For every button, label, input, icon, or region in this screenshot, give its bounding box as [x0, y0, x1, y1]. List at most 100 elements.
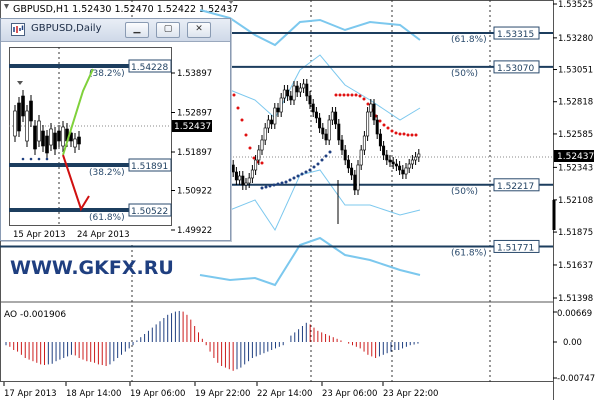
candle-body [350, 167, 354, 176]
time-axis[interactable]: 17 Apr 2013 18 Apr 14:00 19 Apr 06:00 19 Ap… [3, 382, 438, 399]
sar-dot [398, 132, 402, 136]
fib-percent-label: (61.8%) [451, 248, 487, 258]
price-tick-label: 1.53051 [558, 66, 593, 76]
sar-dot [362, 97, 366, 101]
sub-sar-dot [21, 157, 25, 161]
candle-body [417, 153, 421, 158]
sar-dot [288, 178, 292, 182]
sub-candle-body [45, 135, 49, 154]
candle-body [334, 111, 338, 125]
candle-body [401, 169, 405, 175]
sub-current-price-tag: 1.52437 [172, 120, 212, 132]
sar-dot [272, 183, 276, 187]
daily-subwindow[interactable]: GBPUSD,Daily ▁ ▢ ✕ (38.2%) 1.54228 (38.2%)… [0, 18, 231, 241]
candle-body [372, 103, 376, 121]
subwindow-title: GBPUSD,Daily [31, 23, 102, 34]
fibonacci-levels[interactable]: (61.8%) 1.53315 (50%) 1.53070 (50%) 1.52217 (6… [0, 26, 553, 258]
candle-body [366, 111, 370, 137]
price-axis[interactable]: 1.53525 1.53280 1.53051 1.52818 1.52585 1.523… [553, 0, 593, 304]
candle-body [254, 159, 258, 171]
time-tick-label: 17 Apr 2013 [4, 389, 57, 399]
lower-band [199, 236, 421, 287]
sar-dot [252, 156, 256, 160]
sub-candle-body [21, 95, 25, 117]
sar-dot [350, 93, 354, 97]
sub-sar-dot [29, 157, 33, 161]
candle-body [260, 139, 264, 151]
candle-body [398, 165, 402, 171]
current-price-label: 1.52437 [557, 152, 594, 162]
candle-body [292, 85, 296, 101]
parabolic-sar [228, 83, 418, 190]
candle-body [407, 163, 411, 169]
candle-body [238, 175, 242, 181]
sar-dot [260, 161, 264, 165]
time-tick-label: 23 Apr 22:00 [383, 389, 438, 399]
sub-projection-up [62, 68, 94, 156]
candle-body [410, 159, 414, 165]
sub-price-tick-label: 1.51897 [177, 148, 212, 158]
sub-candle-body [25, 110, 29, 142]
close-button[interactable]: ✕ [187, 22, 211, 38]
candle-body [324, 133, 328, 141]
time-tick-label: 22 Apr 14:00 [257, 389, 312, 399]
candle-body [314, 111, 318, 119]
price-tick-label: 1.53280 [558, 34, 593, 44]
shift-marker-icon[interactable] [228, 0, 234, 4]
sub-candle-body [29, 100, 33, 122]
time-tick-label: 23 Apr 06:00 [322, 389, 377, 399]
candle-body [298, 87, 302, 93]
restore-button[interactable]: ▢ [156, 22, 180, 38]
sub-fib-price-label: 1.54228 [131, 63, 168, 73]
sar-dot [358, 94, 362, 98]
sar-dot [406, 133, 410, 137]
sar-dot [300, 172, 304, 176]
chart-header-text: GBPUSD,H1 1.52430 1.52470 1.52422 1.5243… [13, 4, 238, 15]
sub-price-tick-label: 1.53897 [177, 69, 212, 79]
sub-price-tick-label: 1.50922 [177, 187, 212, 197]
price-tick-label: 1.51398 [558, 294, 593, 304]
sub-shift-marker-icon[interactable] [17, 81, 23, 85]
fib-price-label: 1.53070 [497, 64, 534, 74]
candle-body [353, 174, 357, 191]
candle-body [308, 95, 312, 105]
sar-dot [312, 165, 316, 169]
candle-body [375, 119, 379, 135]
candle-body [289, 95, 293, 101]
candle-body [270, 119, 274, 125]
time-tick-label: 19 Apr 06:00 [130, 389, 185, 399]
sar-dot [276, 182, 280, 186]
subwindow-titlebar[interactable]: GBPUSD,Daily ▁ ▢ ✕ [1, 19, 230, 42]
sar-dot [386, 126, 390, 130]
sub-fibonacci-levels[interactable]: (38.2%) 1.54228 (38.2%) 1.51891 (61.8%) 1.505… [9, 59, 172, 223]
candle-body [305, 83, 309, 97]
sub-candle-body [73, 138, 77, 148]
candle-body [414, 156, 418, 161]
svg-text:-0.00747: -0.00747 [557, 374, 595, 384]
minimize-button[interactable]: ▁ [125, 22, 149, 38]
sub-candle-body [37, 120, 41, 142]
sar-dot [410, 133, 414, 137]
sub-sar-dot [45, 157, 49, 161]
fib-price-box [493, 60, 540, 74]
candle-body [340, 139, 344, 151]
sub-sar-dot [37, 157, 41, 161]
candle-body [356, 164, 360, 191]
sar-dot [382, 123, 386, 127]
sar-dot [414, 133, 418, 137]
ao-scale: 0.00669 0.00 -0.00747 [553, 309, 595, 384]
candle-body [327, 119, 331, 141]
sub-candle-body [53, 132, 57, 150]
ao-label: AO -0.001906 [4, 310, 66, 320]
lower-inner-band [199, 169, 421, 232]
candle-body [378, 133, 382, 147]
sar-dot [334, 93, 338, 97]
sub-candle-body [33, 125, 37, 150]
candle-body [263, 127, 267, 141]
sub-date-label: 15 Apr 2013 [13, 230, 66, 240]
sar-dot [248, 146, 252, 150]
sar-dot [280, 181, 284, 185]
daily-chart[interactable]: (38.2%) 1.54228 (38.2%) 1.51891 (61.8%) 1.505… [1, 41, 230, 240]
